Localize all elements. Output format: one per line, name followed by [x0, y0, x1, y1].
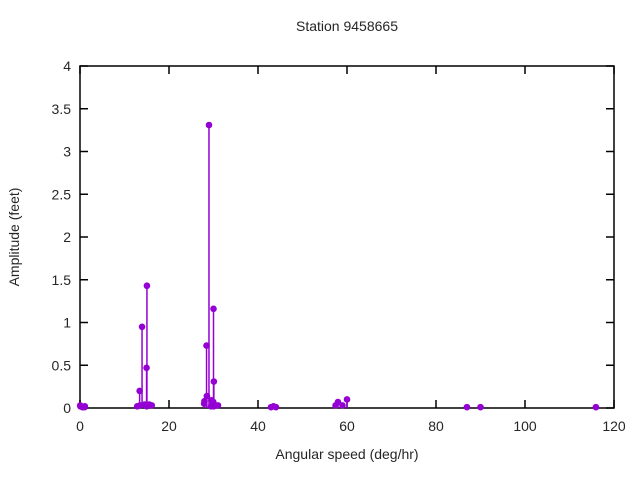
- y-tick-label: 3.5: [52, 101, 72, 117]
- x-tick-label: 60: [339, 418, 355, 434]
- data-point: [210, 378, 218, 385]
- data-point: [272, 403, 280, 411]
- data-point: [205, 121, 213, 129]
- y-axis-label: Amplitude (feet): [6, 188, 22, 287]
- x-tick-label: 100: [513, 418, 537, 434]
- y-tick-label: 2.5: [52, 186, 72, 202]
- data-point: [203, 392, 211, 400]
- data-point: [138, 323, 146, 331]
- plot-border: [79, 65, 615, 409]
- x-tick-label: 120: [602, 418, 626, 434]
- data-point: [143, 282, 151, 290]
- data-point: [148, 402, 156, 409]
- data-point: [592, 403, 600, 411]
- data-point: [343, 396, 351, 403]
- y-tick-label: 4: [63, 58, 71, 74]
- data-point: [477, 403, 484, 411]
- data-point: [201, 397, 208, 405]
- y-tick-label: 0: [63, 400, 71, 416]
- axes: 0 20 40 60 80 100 120 0 0.5 1 1.5 2 2.5 3 3.5 4: [52, 58, 626, 434]
- y-tick-label: 2: [63, 229, 71, 245]
- chart-title: Station 9458665: [296, 18, 398, 34]
- data-point: [210, 305, 217, 313]
- y-tick-label: 1: [63, 315, 71, 331]
- data-point: [81, 402, 89, 410]
- x-tick-label: 20: [161, 418, 177, 434]
- data-point: [136, 387, 143, 395]
- data-point: [339, 402, 346, 409]
- data-point: [143, 364, 150, 372]
- data-point: [334, 398, 342, 406]
- x-tick-label: 40: [250, 418, 266, 434]
- data-series: [76, 121, 600, 411]
- y-tick-label: 0.5: [52, 357, 72, 373]
- x-tick-label: 80: [428, 418, 444, 434]
- data-point: [463, 403, 471, 411]
- x-axis-label: Angular speed (deg/hr): [275, 446, 418, 462]
- data-point: [203, 342, 210, 349]
- y-tick-label: 1.5: [52, 272, 72, 288]
- x-tick-label: 0: [76, 418, 84, 434]
- data-point: [214, 402, 222, 409]
- y-tick-label: 3: [63, 144, 71, 160]
